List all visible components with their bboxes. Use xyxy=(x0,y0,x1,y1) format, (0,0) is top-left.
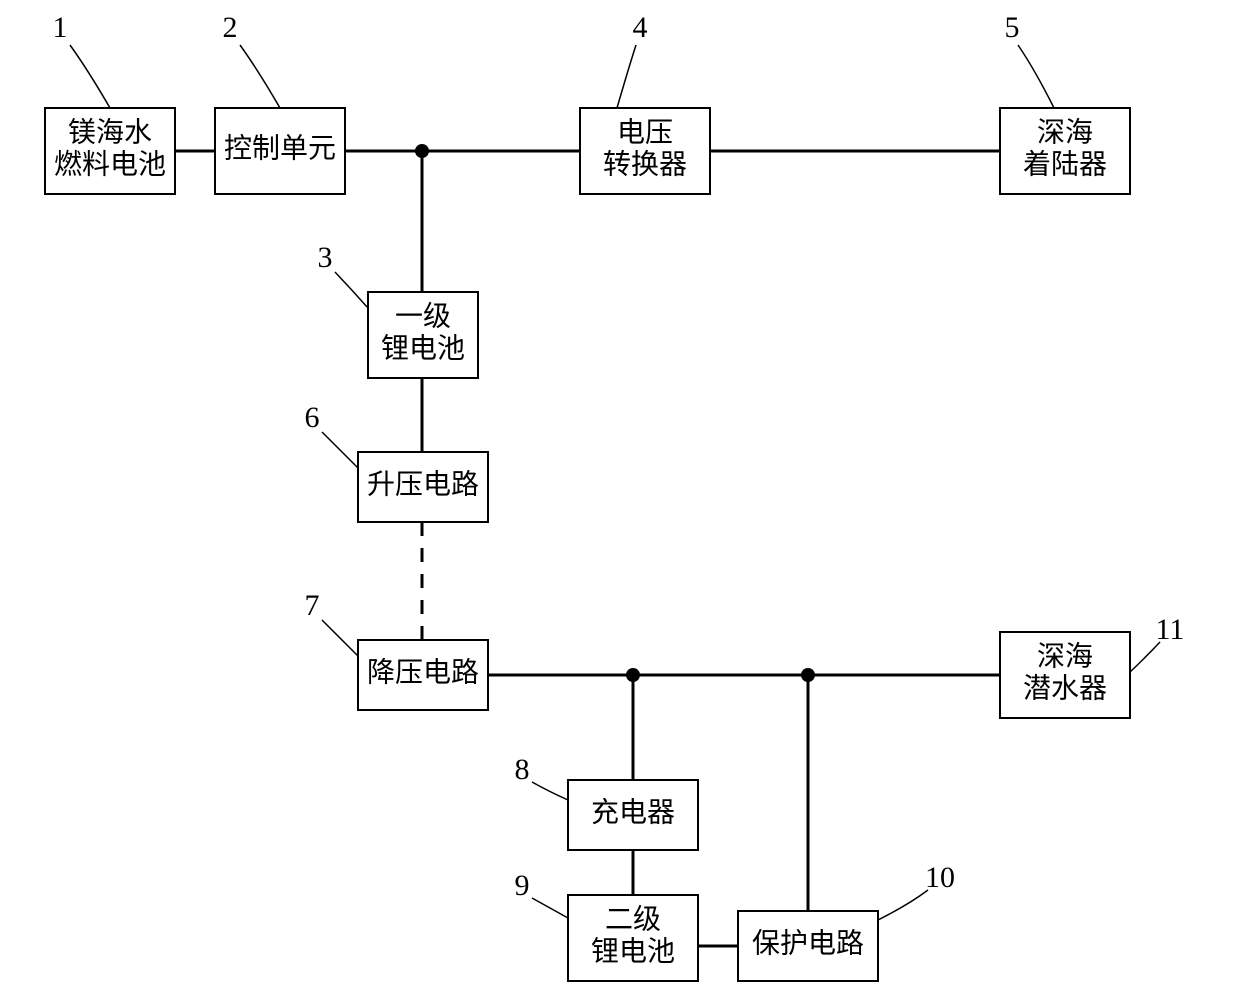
leader-l11-number: 11 xyxy=(1156,613,1185,646)
node-n8: 充电器 xyxy=(568,780,698,850)
leader-l5: 5 xyxy=(1005,11,1055,108)
node-n2: 控制单元 xyxy=(215,108,345,194)
node-n8-label-line-0: 充电器 xyxy=(591,796,675,828)
block-diagram: 镁海水燃料电池控制单元电压转换器深海着陆器一级锂电池升压电路降压电路充电器二级锂… xyxy=(0,0,1240,1001)
node-n2-label-line-0: 控制单元 xyxy=(224,132,336,164)
leader-l4-number: 4 xyxy=(633,11,648,44)
node-n1: 镁海水燃料电池 xyxy=(45,108,175,194)
leader-l10-number: 10 xyxy=(925,861,955,894)
leader-l1-number: 1 xyxy=(53,11,68,44)
node-n11-label-line-0: 深海 xyxy=(1037,640,1093,672)
node-n10: 保护电路 xyxy=(738,911,878,981)
junctions-layer xyxy=(415,144,815,682)
junction-j_bot_l xyxy=(626,668,640,682)
leader-l9-number: 9 xyxy=(515,869,530,902)
node-n1-label-line-0: 镁海水 xyxy=(68,116,152,148)
leader-l6: 6 xyxy=(305,401,359,468)
leader-l2-number: 2 xyxy=(223,11,238,44)
node-n10-label-line-0: 保护电路 xyxy=(752,927,864,959)
leader-l7-number: 7 xyxy=(305,589,320,622)
node-n1-label-line-1: 燃料电池 xyxy=(54,148,166,180)
junction-j_top xyxy=(415,144,429,158)
leader-l4: 4 xyxy=(617,11,648,108)
leader-l9: 9 xyxy=(515,869,569,918)
leader-l3: 3 xyxy=(318,241,369,308)
node-n7: 降压电路 xyxy=(358,640,488,710)
node-n9-label-line-1: 锂电池 xyxy=(591,935,675,967)
junction-j_bot_r xyxy=(801,668,815,682)
node-n9-label-line-0: 二级 xyxy=(605,903,661,935)
leader-l3-number: 3 xyxy=(318,241,333,274)
node-n5: 深海着陆器 xyxy=(1000,108,1130,194)
node-n3: 一级锂电池 xyxy=(368,292,478,378)
node-n5-label-line-0: 深海 xyxy=(1037,116,1093,148)
node-n11-label-line-1: 潜水器 xyxy=(1023,672,1107,704)
node-n4: 电压转换器 xyxy=(580,108,710,194)
node-n7-label-line-0: 降压电路 xyxy=(367,656,479,688)
node-n9: 二级锂电池 xyxy=(568,895,698,981)
leader-l11: 11 xyxy=(1130,613,1184,672)
leader-l8: 8 xyxy=(515,753,569,800)
leader-l2: 2 xyxy=(223,11,281,108)
leader-l6-number: 6 xyxy=(305,401,320,434)
node-n11: 深海潜水器 xyxy=(1000,632,1130,718)
nodes-layer: 镁海水燃料电池控制单元电压转换器深海着陆器一级锂电池升压电路降压电路充电器二级锂… xyxy=(45,108,1130,981)
node-n3-label-line-0: 一级 xyxy=(395,300,451,332)
node-n5-label-line-1: 着陆器 xyxy=(1023,148,1107,180)
node-n4-label-line-1: 转换器 xyxy=(603,148,687,180)
leader-l1: 1 xyxy=(53,11,111,108)
node-n6: 升压电路 xyxy=(358,452,488,522)
node-n6-label-line-0: 升压电路 xyxy=(367,468,479,500)
leader-l8-number: 8 xyxy=(515,753,530,786)
node-n4-label-line-0: 电压 xyxy=(617,116,673,148)
leader-l5-number: 5 xyxy=(1005,11,1020,44)
leader-l10: 10 xyxy=(878,861,955,920)
leader-l7: 7 xyxy=(305,589,359,656)
node-n3-label-line-1: 锂电池 xyxy=(381,332,465,364)
